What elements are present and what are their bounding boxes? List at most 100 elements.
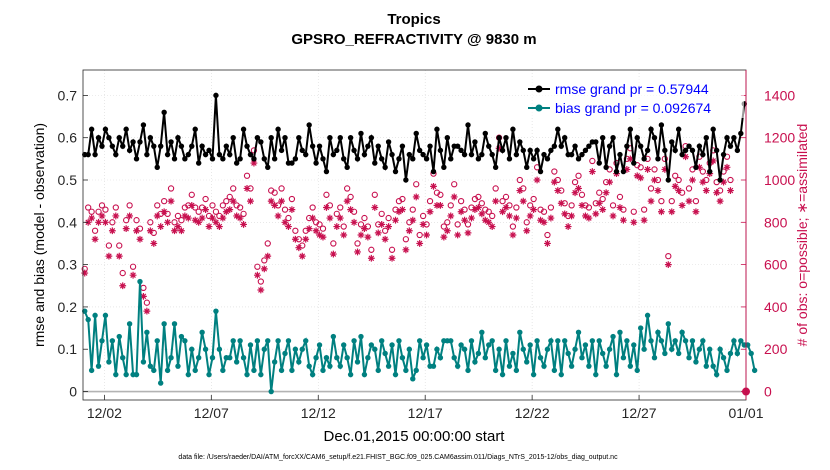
bias-point [106, 359, 112, 365]
x-tick-label: 12/07 [194, 405, 229, 421]
assimilated-obs-point [374, 229, 382, 237]
bias-point [227, 354, 233, 361]
possible-obs-point [188, 191, 195, 198]
bias-point [658, 338, 665, 344]
possible-obs-point [98, 202, 106, 209]
assimilated-obs-point [105, 252, 113, 260]
possible-obs-point [392, 206, 399, 213]
bias-point [161, 321, 167, 327]
rmse-point [720, 151, 727, 158]
bias-point [479, 329, 485, 336]
assimilated-obs-point [119, 282, 127, 290]
possible-obs-point [119, 269, 126, 277]
assimilated-obs-point [657, 208, 665, 216]
possible-obs-point [164, 210, 171, 217]
assimilated-obs-point [526, 212, 534, 220]
assimilated-obs-point [247, 197, 254, 205]
bias-point [675, 350, 682, 357]
bias-point [700, 338, 706, 344]
bias-point [233, 359, 240, 365]
rmse-point [717, 177, 723, 183]
bias-point [461, 346, 468, 352]
bias-point [717, 346, 723, 352]
rmse-point [265, 164, 271, 171]
rmse-point [389, 151, 395, 158]
assimilated-obs-point [557, 199, 565, 207]
assimilated-obs-point [278, 197, 285, 205]
legend: rmse grand pr = 0.57944 bias grand pr = … [528, 78, 744, 118]
bias-point [506, 363, 513, 369]
assimilated-obs-point [588, 168, 596, 175]
assimilated-obs-point [392, 216, 399, 224]
assimilated-obs-point [640, 216, 648, 224]
bias-point [596, 338, 602, 344]
bias-point [510, 350, 516, 357]
bias-point [406, 346, 413, 352]
assimilated-obs-point [309, 214, 317, 222]
rmse-point [423, 156, 430, 162]
bias-point [378, 338, 385, 344]
bias-point [140, 359, 147, 365]
possible-obs-point [316, 221, 323, 228]
assimilated-obs-point [626, 155, 634, 163]
assimilated-obs-point [633, 172, 641, 180]
assimilated-obs-point [323, 204, 330, 211]
rmse-point [486, 143, 492, 149]
assimilated-obs-point [164, 218, 172, 226]
rmse-point [157, 143, 164, 149]
bias-point [606, 346, 613, 352]
bias-point [665, 321, 672, 327]
assimilated-obs-point [153, 212, 161, 220]
possible-obs-point [112, 204, 119, 211]
bias-point [410, 376, 416, 382]
rmse-point [472, 139, 478, 145]
rmse-point [689, 147, 696, 154]
assimilated-obs-point [720, 178, 727, 186]
bias-point [334, 354, 340, 361]
possible-obs-point [85, 204, 92, 211]
possible-obs-point [364, 223, 372, 230]
assimilated-obs-point [405, 227, 413, 235]
possible-obs-point [292, 227, 299, 234]
assimilated-obs-point [620, 216, 627, 224]
assimilated-obs-point [685, 197, 693, 205]
bias-point [703, 363, 709, 369]
rmse-point [309, 143, 316, 149]
rmse-point [140, 122, 147, 128]
bias-point [458, 342, 464, 348]
bias-point [337, 363, 343, 369]
possible-obs-point [116, 242, 123, 249]
bias-point [389, 342, 395, 348]
possible-obs-point [499, 198, 506, 205]
x-tick-label: 12/02 [87, 405, 122, 421]
possible-obs-point [527, 202, 534, 209]
rmse-point [330, 151, 337, 158]
possible-obs-point [547, 204, 555, 211]
rmse-point [537, 168, 544, 175]
assimilated-obs-point [478, 210, 486, 218]
rmse-point [548, 147, 554, 154]
possible-obs-point [254, 263, 261, 270]
assimilated-obs-point [602, 189, 610, 197]
y-right-tick-label: 1400 [764, 87, 795, 103]
bias-point [320, 367, 326, 374]
assimilated-obs-point [502, 204, 510, 211]
bias-point [468, 338, 475, 344]
possible-obs-point [88, 208, 95, 215]
rmse-point [306, 122, 312, 128]
rmse-point [120, 143, 126, 149]
rmse-point [596, 160, 602, 166]
assimilated-obs-point [350, 218, 358, 226]
possible-obs-point [437, 191, 444, 198]
rmse-point [85, 151, 91, 158]
assimilated-obs-point [302, 235, 310, 243]
bias-point [365, 354, 371, 361]
bias-point [147, 363, 154, 369]
possible-obs-point [475, 193, 482, 201]
assimilated-obs-point [523, 227, 531, 235]
bias-point [244, 371, 250, 378]
assimilated-obs-point [88, 214, 96, 222]
rmse-point [99, 143, 105, 149]
rmse-point [617, 151, 623, 158]
assimilated-obs-point [727, 187, 734, 194]
